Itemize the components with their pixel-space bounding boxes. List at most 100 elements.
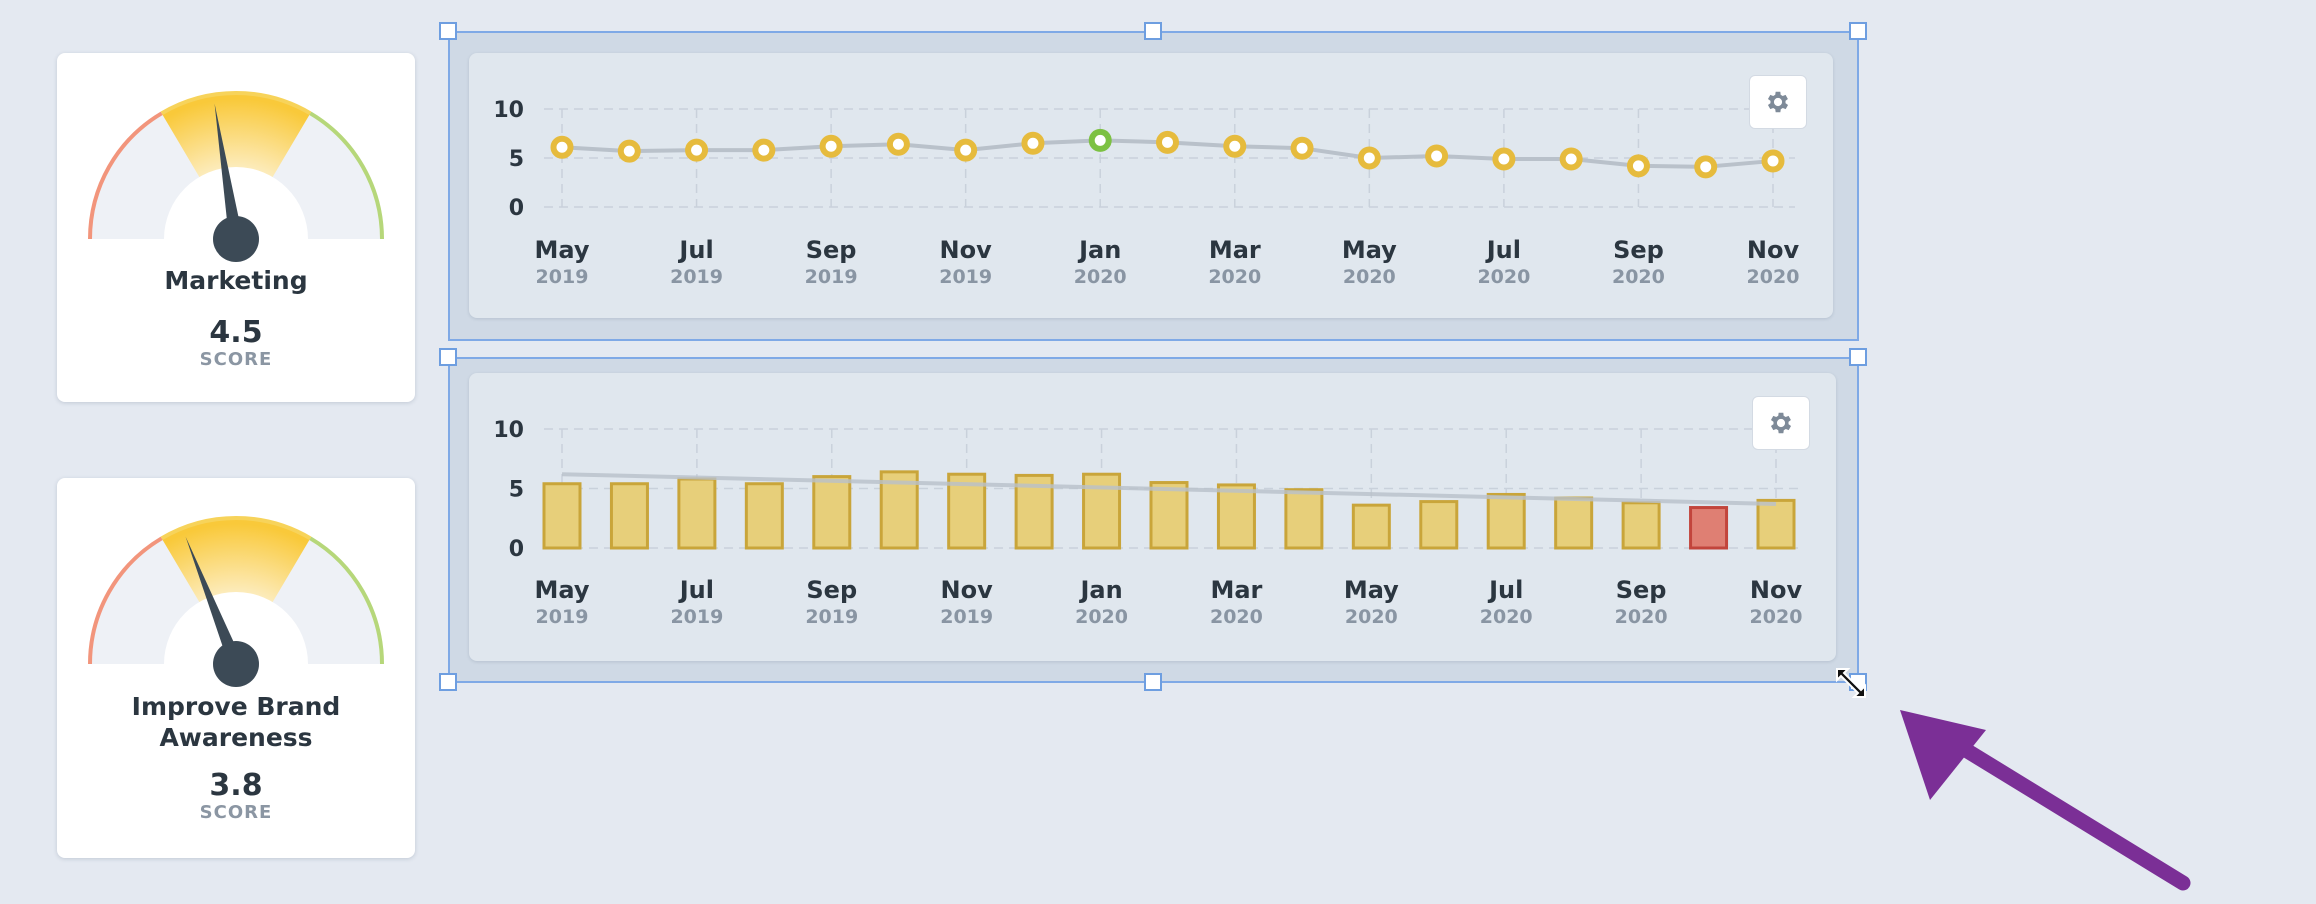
- x-tick-label-month: Jan: [1078, 576, 1122, 604]
- data-point: [1021, 131, 1045, 155]
- bar: [744, 482, 784, 550]
- resize-handle-top-center[interactable]: [1144, 22, 1162, 40]
- resize-handle-top-left[interactable]: [439, 348, 457, 366]
- x-tick-label-year: 2020: [1477, 266, 1530, 288]
- gauge-yellow-band: [161, 518, 311, 604]
- x-tick-label-month: May: [1344, 576, 1399, 604]
- gauge-needle: [214, 103, 243, 241]
- bar: [1149, 481, 1189, 550]
- x-tick-label-year: 2020: [1750, 606, 1803, 628]
- gauge-green-arc: [309, 111, 384, 240]
- x-tick-label-year: 2020: [1345, 606, 1398, 628]
- resize-handle-top-right[interactable]: [1849, 348, 1867, 366]
- data-point: [1694, 155, 1718, 179]
- bar: [1216, 483, 1256, 550]
- x-tick-label-month: Sep: [1616, 576, 1667, 604]
- x-tick-label-year: 2020: [1343, 266, 1396, 288]
- gauge-needle-hub: [213, 216, 259, 262]
- x-tick-label-month: Jul: [678, 576, 714, 604]
- annotation-arrow-icon: [1900, 710, 2191, 891]
- x-tick-label-month: Nov: [940, 236, 993, 264]
- gauge-card-marketing[interactable]: Marketing 4.5 SCORE: [57, 53, 415, 402]
- x-tick-label-year: 2019: [805, 606, 858, 628]
- data-point: [1156, 130, 1179, 154]
- gauge-hub-area: [164, 167, 308, 239]
- resize-handle-bottom-left[interactable]: [439, 673, 457, 691]
- gear-icon: [1770, 412, 1792, 434]
- y-tick-label: 5: [509, 478, 524, 503]
- bar: [1756, 498, 1796, 550]
- bar-chart-panel: 0 5 10 May 2019 Jul 2019 Sep 2019 Nov 2019 Jan 2020 M…: [469, 373, 1836, 661]
- y-tick-label: 10: [493, 98, 524, 123]
- gear-icon: [1767, 91, 1789, 113]
- x-tick-label-year: 2020: [1480, 606, 1533, 628]
- x-tick-label-month: Mar: [1210, 576, 1262, 604]
- gauge-yellow-arc: [160, 91, 312, 116]
- x-tick-label-year: 2019: [940, 606, 993, 628]
- x-tick-label-year: 2019: [805, 266, 858, 288]
- resize-handle-bottom-center[interactable]: [1144, 673, 1162, 691]
- x-tick-label-year: 2019: [536, 266, 589, 288]
- data-point: [1559, 147, 1583, 171]
- x-tick-label-month: Sep: [806, 576, 857, 604]
- y-tick-label: 10: [493, 418, 524, 443]
- x-tick-label-month: Sep: [1613, 236, 1664, 264]
- gauge-red-arc: [88, 111, 163, 240]
- x-tick-label-month: Nov: [1750, 576, 1803, 604]
- data-point: [1290, 136, 1314, 160]
- bar: [677, 477, 717, 550]
- settings-button[interactable]: [1752, 396, 1810, 450]
- data-point: [1425, 144, 1449, 168]
- gauge-title: Marketing: [164, 266, 308, 295]
- trend-line: [561, 472, 1777, 506]
- gauge-needle: [185, 536, 243, 667]
- data-point: [1626, 154, 1650, 178]
- bar: [1486, 492, 1526, 550]
- settings-button[interactable]: [1749, 75, 1807, 129]
- gauge-needle-hub: [213, 641, 259, 687]
- bar: [1554, 496, 1594, 550]
- data-point: [1492, 147, 1516, 171]
- gauge-score-label: SCORE: [199, 349, 273, 370]
- bar: [1351, 503, 1391, 550]
- bar: [1621, 501, 1661, 550]
- gauge-card-improve-brand-awareness[interactable]: Improve Brand Awareness 3.8 SCORE: [57, 478, 415, 858]
- bar: [1284, 488, 1324, 550]
- x-tick-label-year: 2019: [536, 606, 589, 628]
- gauge-yellow-arc: [160, 516, 312, 541]
- x-tick-label-month: Mar: [1209, 236, 1261, 264]
- x-tick-label-month: May: [1342, 236, 1397, 264]
- gauge-dial: [88, 91, 384, 262]
- x-tick-label-year: 2019: [939, 266, 992, 288]
- x-tick-label-month: May: [535, 576, 590, 604]
- gauge-score-label: SCORE: [199, 802, 273, 823]
- line-chart-panel: 0 5 10 May 2019 Jul 2019 Sep 2019 Nov 2019 Jan 2020 M…: [469, 53, 1833, 318]
- y-tick-label: 0: [509, 537, 524, 562]
- gauge-yellow-band: [161, 93, 311, 179]
- bar-chart: 0510May2019Jul2019Sep2019Nov2019Jan2020M…: [493, 418, 1803, 628]
- data-point: [617, 139, 641, 163]
- x-tick-label-year: 2019: [670, 606, 723, 628]
- data-point: [886, 132, 910, 156]
- resize-handle-top-right[interactable]: [1849, 22, 1867, 40]
- x-tick-label-month: Nov: [941, 576, 994, 604]
- x-tick-label-year: 2020: [1075, 606, 1128, 628]
- bar: [542, 482, 582, 550]
- x-tick-label-year: 2020: [1747, 266, 1800, 288]
- x-tick-label-month: Sep: [806, 236, 857, 264]
- data-point: [819, 134, 843, 158]
- gauge-green-arc: [309, 536, 384, 665]
- data-point: [685, 138, 709, 162]
- data-point: [752, 138, 776, 162]
- x-tick-label-month: Jan: [1077, 236, 1121, 264]
- x-tick-label-month: Nov: [1747, 236, 1800, 264]
- data-point: [1761, 149, 1785, 173]
- gauge-title: Improve Brand Awareness: [131, 692, 341, 752]
- data-point: [1223, 134, 1247, 158]
- gauge-score: 4.5: [209, 315, 263, 350]
- bar: [609, 482, 649, 550]
- x-tick-label-month: Jul: [677, 236, 713, 264]
- y-tick-label: 5: [509, 147, 524, 172]
- data-point: [1357, 146, 1381, 170]
- resize-handle-top-left[interactable]: [439, 22, 457, 40]
